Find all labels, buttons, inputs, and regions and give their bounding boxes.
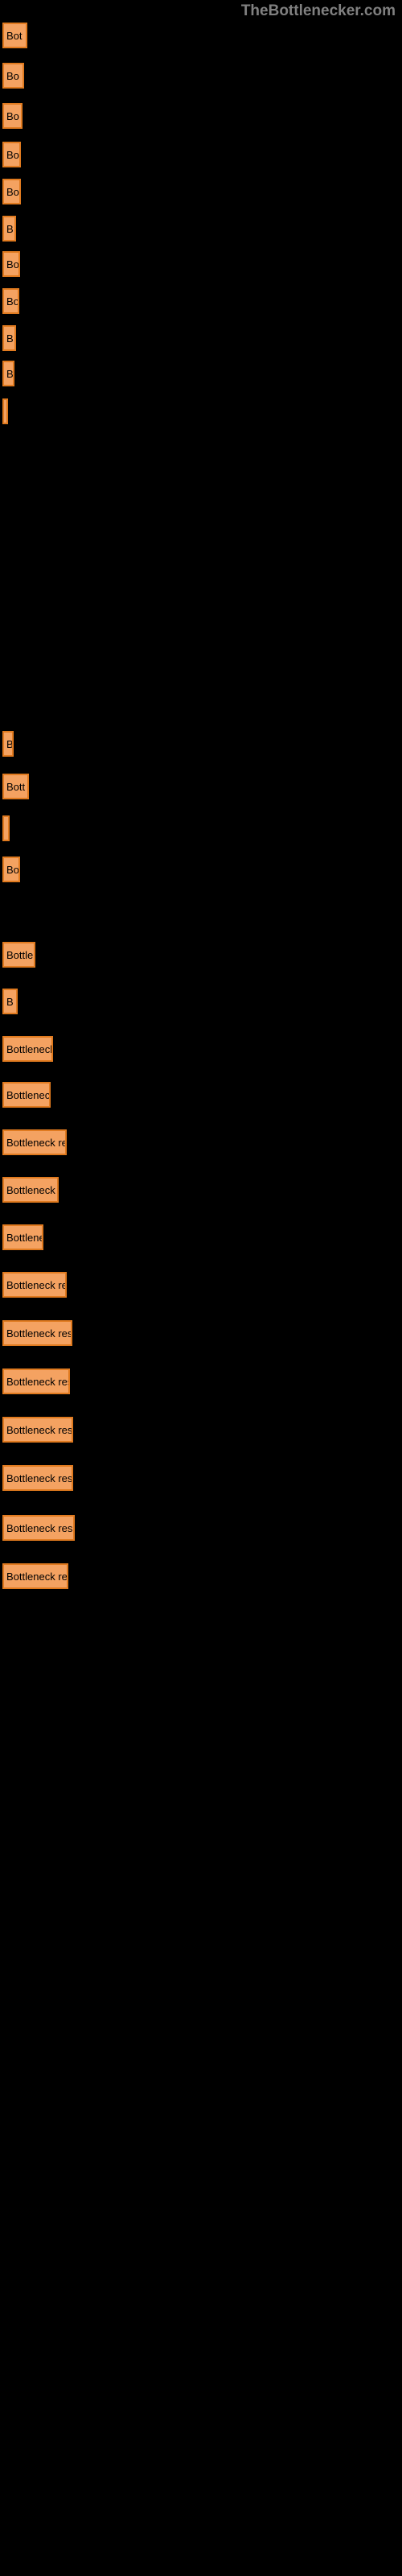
bar-label: B	[6, 332, 14, 345]
bar: B	[2, 361, 14, 386]
bar: Bo	[2, 288, 19, 314]
bar-label: B	[6, 368, 14, 380]
bar: Bottle	[2, 942, 35, 968]
bar-row: B	[2, 989, 18, 1014]
bar-row: Bottleneck	[2, 1082, 51, 1108]
bar-row	[2, 815, 10, 841]
bar-label: B	[6, 996, 14, 1008]
bar-row: B	[2, 216, 16, 242]
bar: Bottleneck	[2, 1036, 53, 1062]
bar-row: Bottle	[2, 942, 35, 968]
bar: Bottleneck resu	[2, 1465, 73, 1491]
bar: Bot	[2, 23, 27, 48]
bar-row: B	[2, 731, 14, 757]
bar-label: Bo	[6, 70, 19, 82]
bar: Bo	[2, 103, 23, 129]
bar-row	[2, 398, 8, 424]
bar-row: Bottleneck resu	[2, 1465, 73, 1491]
bar-row: Bottleneck resu	[2, 1417, 73, 1443]
bar: B	[2, 216, 16, 242]
bar-label: Bo	[6, 110, 19, 122]
bar-row: Bo	[2, 103, 23, 129]
bar: Bottleneck	[2, 1177, 59, 1203]
bar-label: Bott	[6, 781, 25, 793]
bar-row: Bottlene	[2, 1224, 43, 1250]
bar-label: Bottleneck res	[6, 1571, 68, 1583]
bar: Bo	[2, 142, 21, 167]
bar: Bo	[2, 179, 21, 204]
bar	[2, 398, 8, 424]
bar-row: Bo	[2, 142, 21, 167]
bar-row: Bottleneck	[2, 1036, 53, 1062]
bar-row: Bo	[2, 857, 20, 882]
bar-label: Bottleneck	[6, 1043, 53, 1055]
bar-row: Bottleneck re	[2, 1272, 67, 1298]
bar-row: Bo	[2, 288, 19, 314]
bar: B	[2, 989, 18, 1014]
bar-label: Bo	[6, 295, 19, 308]
bar: Bottleneck res	[2, 1368, 70, 1394]
bar	[2, 815, 10, 841]
bar: Bottleneck res	[2, 1563, 68, 1589]
bar-label: B	[6, 223, 14, 235]
bar-chart: Bot Bo Bo Bo Bo B Bo Bo B B B Bott Bo Bottle B Bottlene…	[0, 0, 402, 2576]
bar-label: Bottleneck result	[6, 1522, 75, 1534]
bar-label: Bot	[6, 30, 23, 42]
bar-label: Bottleneck resu	[6, 1327, 72, 1340]
bar-label: Bottleneck	[6, 1184, 55, 1196]
bar-row: B	[2, 361, 14, 386]
bar-label: Bottleneck re	[6, 1279, 67, 1291]
bar-row: Bo	[2, 251, 20, 277]
bar-label: Bottleneck resu	[6, 1424, 73, 1436]
bar-label: Bottleneck re	[6, 1137, 67, 1149]
bar: B	[2, 731, 14, 757]
bar-label: Bottleneck resu	[6, 1472, 73, 1484]
bar-row: Bottleneck res	[2, 1563, 68, 1589]
bar-row: Bott	[2, 774, 29, 799]
bar: B	[2, 325, 16, 351]
bar-label: B	[6, 738, 14, 750]
bar-row: Bo	[2, 179, 21, 204]
bar-row: Bottleneck result	[2, 1515, 75, 1541]
bar: Bottleneck re	[2, 1272, 67, 1298]
bar: Bottleneck resu	[2, 1320, 72, 1346]
bar-label: Bottleneck	[6, 1089, 51, 1101]
bar: Bottleneck result	[2, 1515, 75, 1541]
bar: Bott	[2, 774, 29, 799]
bar-label: Bo	[6, 864, 19, 876]
bar-row: Bot	[2, 23, 27, 48]
bar-row: Bo	[2, 63, 24, 89]
bar-label: Bo	[6, 149, 19, 161]
bar: Bottleneck	[2, 1082, 51, 1108]
bar: Bottleneck resu	[2, 1417, 73, 1443]
bar-label: Bottlene	[6, 1232, 43, 1244]
bar-label: Bo	[6, 258, 19, 270]
bar: Bottlene	[2, 1224, 43, 1250]
bar: Bottleneck re	[2, 1129, 67, 1155]
bar: Bo	[2, 857, 20, 882]
bar: Bo	[2, 63, 24, 89]
bar-row: Bottleneck resu	[2, 1320, 72, 1346]
bar-row: Bottleneck re	[2, 1129, 67, 1155]
bar-row: B	[2, 325, 16, 351]
bar-label: Bottle	[6, 949, 33, 961]
bar-row: Bottleneck	[2, 1177, 59, 1203]
bar-label: Bo	[6, 186, 19, 198]
bar: Bo	[2, 251, 20, 277]
bar-row: Bottleneck res	[2, 1368, 70, 1394]
bar-label: Bottleneck res	[6, 1376, 70, 1388]
